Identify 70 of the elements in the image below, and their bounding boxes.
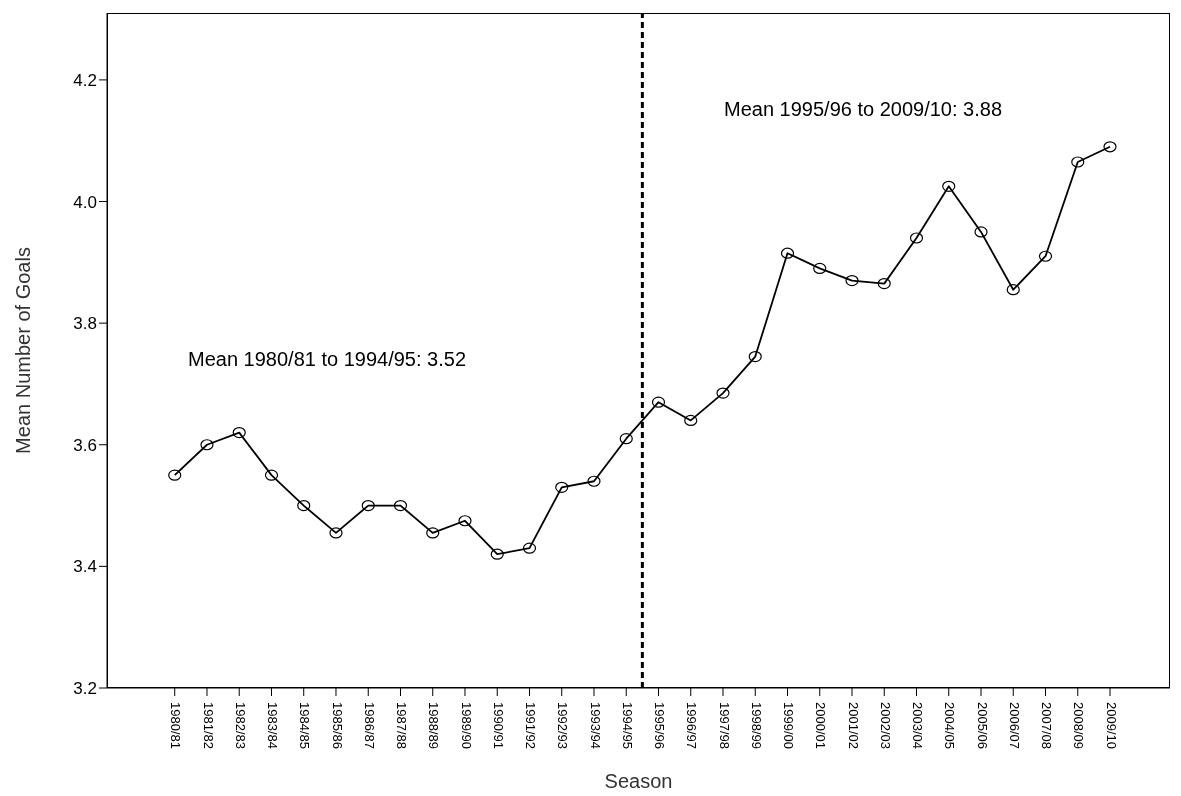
point — [877, 278, 891, 290]
x-tick-label: 1984/85 — [297, 702, 313, 749]
point — [619, 433, 633, 445]
y-tick-label: 4.0 — [73, 192, 97, 212]
x-tick-label: 1991/92 — [523, 702, 539, 749]
point — [168, 469, 182, 481]
x-tick-label: 1998/99 — [748, 702, 764, 749]
point — [942, 180, 956, 192]
x-tick-label: 1990/91 — [490, 702, 506, 749]
x-tick-label: 1981/82 — [200, 702, 216, 749]
point — [845, 274, 859, 287]
point — [909, 232, 924, 244]
point — [813, 262, 827, 274]
x-tick-label: 1994/95 — [619, 702, 635, 749]
y-tick-label: 3.4 — [73, 557, 97, 577]
annotation: Mean 1995/96 to 2009/10: 3.88 — [724, 98, 1003, 121]
x-tick-label: 1989/90 — [458, 702, 474, 749]
point — [232, 427, 246, 439]
y-tick-label: 4.2 — [73, 70, 97, 90]
point — [1006, 284, 1020, 296]
x-tick-label: 1992/93 — [555, 702, 571, 749]
x-tick-label: 2006/07 — [1006, 702, 1022, 749]
x-axis-title: Season — [604, 770, 673, 792]
x-tick-label: 1995/96 — [652, 702, 668, 749]
point — [361, 499, 375, 512]
x-tick-label: 1980/81 — [168, 702, 184, 749]
point — [297, 499, 311, 512]
x-tick-label: 1985/86 — [329, 702, 345, 749]
point — [651, 396, 666, 408]
point — [264, 469, 279, 481]
annotation: Mean 1980/81 to 1994/95: 3.52 — [188, 348, 467, 371]
x-tick-label: 1997/98 — [716, 702, 732, 749]
x-tick-label: 2007/08 — [1039, 702, 1055, 749]
x-tick-label: 2004/05 — [942, 702, 958, 749]
point — [458, 515, 472, 527]
point — [329, 527, 343, 539]
point — [748, 350, 762, 363]
point — [200, 439, 214, 451]
point — [490, 548, 504, 560]
point — [1103, 141, 1117, 153]
point — [587, 475, 601, 487]
x-tick-label: 1987/88 — [394, 702, 410, 749]
y-tick-label: 3.8 — [73, 314, 97, 334]
point — [716, 387, 730, 399]
x-tick-label: 1988/89 — [426, 702, 442, 749]
x-tick-label: 1986/87 — [361, 702, 377, 749]
point — [555, 481, 569, 493]
point — [974, 226, 988, 238]
x-tick-label: 2005/06 — [974, 702, 990, 749]
x-tick-label: 2003/04 — [910, 702, 926, 749]
x-tick-label: 2001/02 — [845, 702, 861, 749]
x-tick-label: 1996/97 — [684, 702, 700, 749]
y-tick-label: 3.2 — [73, 679, 97, 699]
point — [780, 247, 795, 259]
x-tick-label: 1993/94 — [587, 702, 603, 749]
y-tick-label: 3.6 — [73, 435, 97, 455]
x-tick-label: 1983/84 — [265, 702, 281, 749]
x-tick-label: 2000/01 — [813, 702, 829, 749]
point — [1071, 156, 1085, 168]
x-tick-label: 2008/09 — [1071, 702, 1087, 749]
point — [522, 542, 537, 554]
x-tick-label: 2002/03 — [877, 702, 893, 749]
point — [393, 499, 408, 512]
point — [684, 414, 698, 427]
x-tick-label: 1982/83 — [232, 702, 248, 749]
x-tick-label: 1999/00 — [781, 702, 797, 749]
y-axis-title: Mean Number of Goals — [12, 247, 35, 454]
point — [1038, 250, 1053, 262]
point — [426, 527, 440, 539]
x-tick-label: 2009/10 — [1103, 702, 1119, 749]
